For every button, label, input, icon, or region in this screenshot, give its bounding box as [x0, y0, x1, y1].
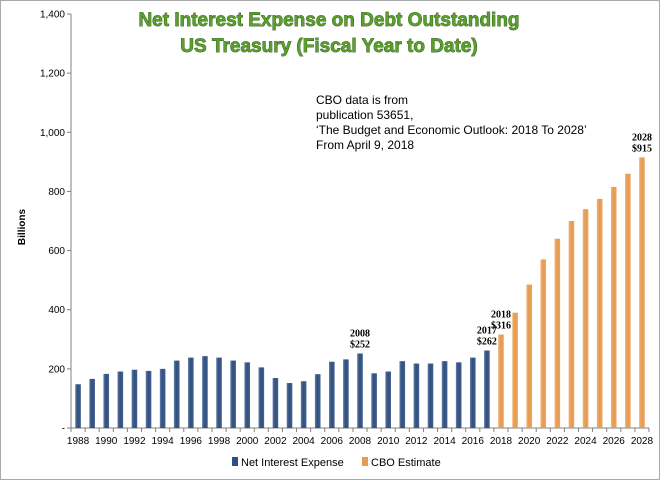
bar-net-interest-expense-1993	[145, 370, 152, 428]
x-tick-label: 1990	[95, 436, 118, 447]
note-line-3: ‘The Budget and Economic Outlook: 2018 T…	[316, 123, 587, 137]
data-label-year: 2017	[477, 326, 497, 337]
bar-cbo-estimate-2028	[639, 157, 645, 428]
data-label-value: $252	[350, 339, 370, 350]
bar-net-interest-expense-2006	[329, 361, 335, 428]
y-tick-label: -	[62, 424, 65, 435]
x-tick-label: 2020	[518, 436, 541, 447]
data-label-year: 2018	[491, 310, 511, 321]
y-tick-label: 600	[48, 246, 65, 257]
bar-cbo-estimate-2026	[610, 186, 617, 428]
data-label-value: $316	[491, 321, 511, 332]
bar-cbo-estimate-2020	[526, 284, 532, 428]
y-tick-label: 1,000	[40, 128, 65, 139]
bar-net-interest-expense-2014	[441, 361, 448, 428]
x-tick-label: 2008	[349, 436, 372, 447]
bar-net-interest-expense-1988	[75, 384, 81, 428]
bar-net-interest-expense-1994	[159, 368, 166, 428]
bar-net-interest-expense-2016	[469, 357, 476, 428]
bar-cbo-estimate-2019	[512, 312, 518, 428]
legend: Net Interest Expense CBO Estimate	[232, 457, 441, 469]
x-tick-label: 2024	[574, 436, 597, 447]
bar-net-interest-expense-2015	[455, 362, 462, 428]
bar-net-interest-expense-2011	[399, 361, 406, 428]
bar-net-interest-expense-1990	[103, 373, 110, 428]
x-tick-label: 1988	[67, 436, 90, 447]
data-label-value: $262	[477, 337, 497, 348]
y-tick-label: 1,400	[40, 10, 65, 21]
x-tick-label: 2026	[603, 436, 626, 447]
bar-net-interest-expense-2009	[371, 373, 377, 428]
data-label-year: 2008	[350, 328, 370, 339]
x-tick-label: 2006	[321, 436, 344, 447]
x-tick-label: 2016	[462, 436, 485, 447]
x-tick-label: 2028	[631, 436, 654, 447]
y-tick-label: 400	[48, 305, 65, 316]
x-tick-label: 1994	[152, 436, 175, 447]
bar-cbo-estimate-2022	[554, 238, 561, 428]
bar-net-interest-expense-2001	[258, 367, 265, 428]
bar-net-interest-expense-2004	[300, 381, 307, 428]
bar-net-interest-expense-2010	[385, 371, 391, 428]
chart-title-line-2: US Treasury (Fiscal Year to Date)	[180, 36, 477, 57]
x-tick-label: 1996	[180, 436, 203, 447]
bar-net-interest-expense-2003	[286, 383, 293, 428]
note-line-2: publication 53651,	[316, 108, 413, 122]
chart-title-line-1: Net Interest Expense on Debt Outstanding	[138, 10, 519, 31]
bar-net-interest-expense-1997	[202, 356, 208, 428]
bar-cbo-estimate-2018	[498, 334, 504, 428]
bar-net-interest-expense-2005	[314, 374, 321, 428]
bar-net-interest-expense-2013	[427, 363, 434, 428]
legend-swatch-net-interest	[232, 457, 238, 466]
bar-net-interest-expense-2017	[484, 350, 490, 428]
y-tick-label: 200	[48, 364, 65, 375]
x-tick-label: 2010	[377, 436, 400, 447]
bar-net-interest-expense-1998	[216, 357, 222, 428]
x-tick-label: 2002	[264, 436, 287, 447]
note-line-1: CBO data is from	[316, 93, 408, 107]
bar-net-interest-expense-2000	[244, 362, 251, 428]
data-label-year: 2028	[632, 132, 652, 143]
bar-net-interest-expense-1992	[131, 369, 138, 428]
bar-net-interest-expense-1989	[89, 378, 95, 428]
y-tick-label: 800	[48, 187, 65, 198]
bar-net-interest-expense-2008	[357, 353, 363, 428]
bar-cbo-estimate-2021	[540, 259, 547, 428]
bar-net-interest-expense-1995	[173, 360, 180, 428]
bar-net-interest-expense-1991	[117, 371, 124, 428]
bar-cbo-estimate-2024	[582, 209, 589, 428]
plot-area: - 200 400 600 800 1,000 1,200 1,400 1988 1990 1992…	[40, 10, 654, 448]
x-tick-label: 2018	[490, 436, 513, 447]
y-tick-label: 1,200	[40, 69, 65, 80]
x-tick-label: 2014	[433, 436, 456, 447]
x-tick-label: 1992	[123, 436, 146, 447]
x-tick-label: 2000	[236, 436, 259, 447]
bar-net-interest-expense-1999	[230, 360, 236, 428]
bar-net-interest-expense-1996	[188, 357, 194, 428]
x-tick-label: 2012	[405, 436, 428, 447]
y-axis-label: Billions	[17, 209, 28, 246]
legend-label-net-interest: Net Interest Expense	[241, 457, 344, 469]
bar-net-interest-expense-2012	[413, 363, 420, 428]
data-label-value: $915	[632, 143, 652, 154]
bar-net-interest-expense-2002	[272, 378, 279, 428]
legend-label-cbo-estimate: CBO Estimate	[371, 457, 441, 469]
bar-net-interest-expense-2007	[343, 359, 349, 428]
bar-cbo-estimate-2027	[625, 173, 631, 428]
note-line-4: From April 9, 2018	[316, 138, 414, 152]
note-block: CBO data is from publication 53651, ‘The…	[316, 93, 587, 152]
x-tick-label: 2022	[546, 436, 569, 447]
x-tick-label: 1998	[208, 436, 231, 447]
x-tick-label: 2004	[292, 436, 315, 447]
legend-swatch-cbo-estimate	[362, 457, 368, 466]
bar-cbo-estimate-2025	[596, 198, 603, 428]
bar-cbo-estimate-2023	[568, 221, 575, 428]
